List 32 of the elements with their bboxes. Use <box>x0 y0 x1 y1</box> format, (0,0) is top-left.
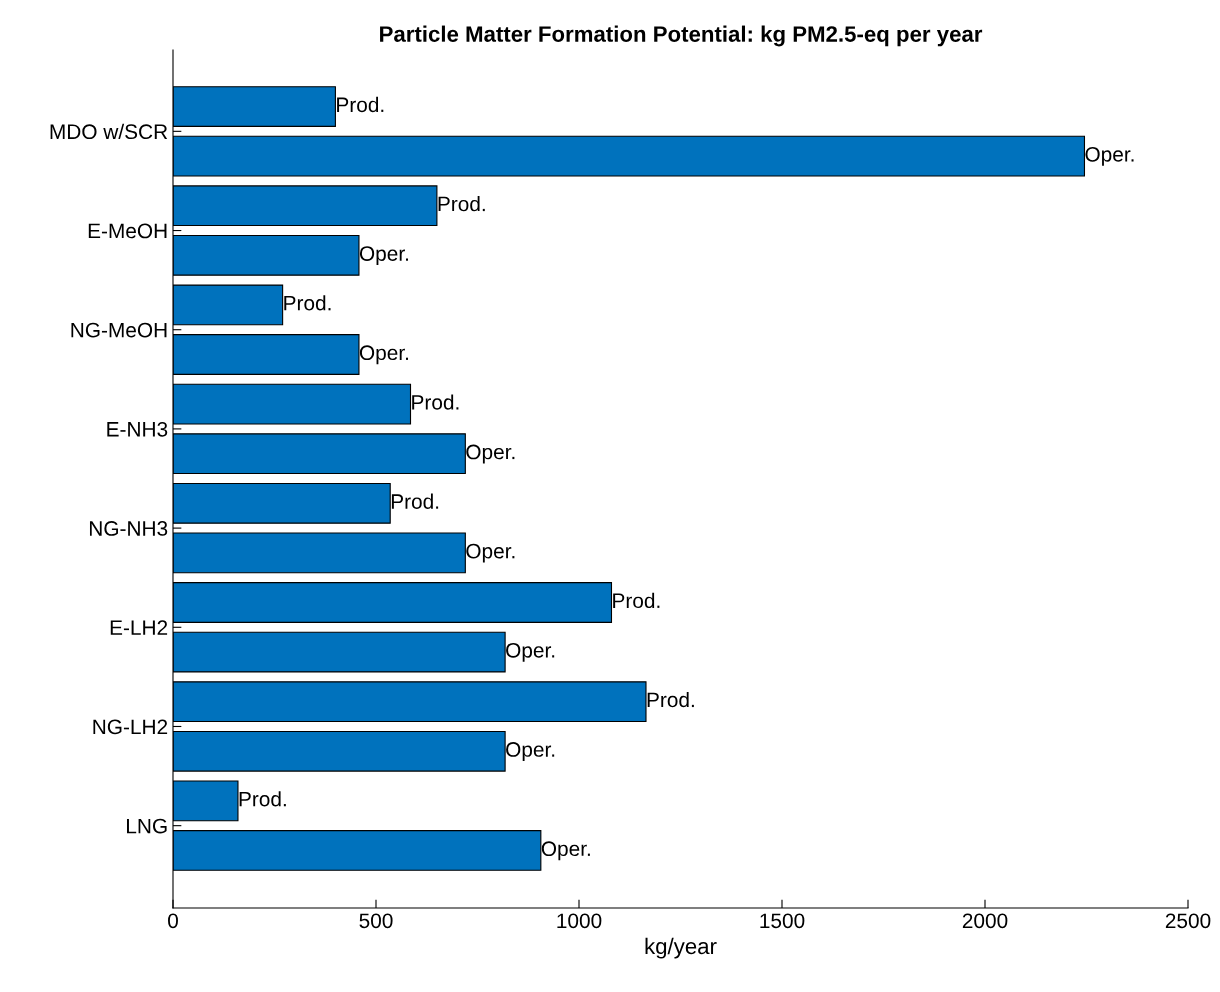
y-tick-label: E-LH2 <box>110 620 168 635</box>
series-label: Oper. <box>506 642 555 662</box>
text: Prod. <box>337 96 384 113</box>
x-tick-label: 0 <box>168 913 178 929</box>
text: Oper. <box>541 841 590 861</box>
y-tick-label: E-MeOH <box>88 223 167 239</box>
text: Prod. <box>613 592 660 609</box>
text: Oper. <box>466 543 515 563</box>
text: Oper. <box>466 444 515 464</box>
y-tick-label: MDO w/SCR <box>50 123 168 140</box>
text: Oper. <box>506 742 555 761</box>
text: Oper. <box>359 246 408 266</box>
series-label: Prod. <box>284 295 331 311</box>
y-tick-label: NG-MeOH <box>71 322 167 338</box>
text: Prod. <box>391 493 439 509</box>
y-tick-label: E-NH3 <box>107 421 168 437</box>
text: Prod. <box>647 691 694 708</box>
x-tick-label: 2000 <box>962 913 1008 929</box>
x-tick-label: 1500 <box>760 913 805 929</box>
text: Prod. <box>239 791 286 807</box>
y-tick-label: LNG <box>127 818 167 834</box>
x-tick-label: 500 <box>359 913 393 929</box>
y-tick-label: NG-LH2 <box>93 719 168 735</box>
x-axis-title: kg/year <box>645 937 717 959</box>
text: Oper. <box>1085 146 1134 166</box>
y-tick-label: NG-NH3 <box>89 521 168 536</box>
text: Prod. <box>412 394 459 410</box>
text: Oper. <box>359 345 408 365</box>
text: Prod. <box>438 196 485 212</box>
chart-title: Particle Matter Formation Potential: kg PM2.5-eq per year <box>380 25 983 47</box>
x-tick-label: 1000 <box>557 913 602 929</box>
x-tick-label: 2500 <box>1165 913 1211 929</box>
